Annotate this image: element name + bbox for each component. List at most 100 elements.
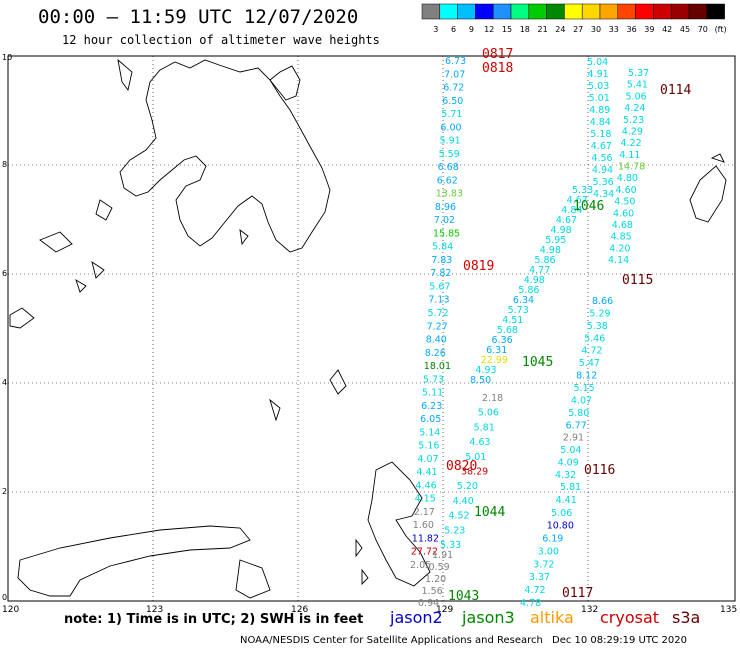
track-time-label: 0819 [463,259,494,274]
wave-height-value: 15.85 [433,228,460,239]
color-scale-tick: 9 [469,25,474,34]
track-time-label: 0115 [622,273,653,288]
color-scale-tick: 33 [609,25,619,34]
lon-axis: 120 123 126 129 132 135 [2,605,737,615]
lon-tick: 132 [581,605,598,615]
wave-height-value: 5.11 [422,388,443,399]
wave-height-value: 4.60 [616,185,637,196]
color-scale-tick: 70 [698,25,708,34]
wave-height-value: 6.77 [566,420,587,431]
wave-height-value: 8.50 [470,375,491,386]
wave-height-value: 4.63 [469,437,490,448]
wave-height-value: 5.91 [440,136,461,147]
wave-height-value: 5.06 [551,508,572,519]
wave-height-value: 4.68 [612,220,633,231]
footer-credit: NOAA/NESDIS Center for Satellite Applica… [240,635,543,646]
wave-height-value: 2.91 [563,433,584,444]
wave-height-value: 4.85 [611,232,632,243]
wave-height-value: 6.68 [438,162,459,173]
wave-height-value: 4.94 [592,165,613,176]
color-scale-tick: 21 [538,25,548,34]
wave-height-value: 6.31 [486,345,507,356]
wave-height-value: 4.77 [529,265,550,276]
wave-height-value: 4.60 [613,208,634,219]
wave-height-value: 1.60 [413,520,434,531]
legend-altika: altika [530,608,574,627]
color-scale-bar: 3 6 9 12 15 18 21 24 27 30 33 36 39 42 45 70 (ft) [421,3,727,34]
wave-height-value: 5.03 [588,81,609,92]
wave-height-value: 1.20 [425,574,446,585]
color-scale-swatch [706,3,725,20]
wave-height-value: 14.78 [618,162,645,173]
wave-height-value: 4.67 [567,195,588,206]
wave-height-value: 4.67 [591,141,612,152]
wave-height-value: 4.34 [593,189,614,200]
wave-height-value: 1.56 [422,586,443,597]
wave-height-value: 3.72 [533,559,554,570]
wave-height-value: 4.22 [621,138,642,149]
wave-height-value: 4.40 [453,496,474,507]
wave-height-value: 5.73 [508,305,529,316]
track-time-label: 1044 [474,505,505,520]
note-text: note: 1) Time is in UTC; 2) SWH is in fe… [64,612,364,627]
wave-height-value: 3.37 [529,572,550,583]
color-scale-tick: 45 [680,25,690,34]
color-scale-tick: 18 [520,25,530,34]
gridlines [8,56,735,601]
wave-height-value: 6.50 [442,96,463,107]
wave-height-value: 27.72 [411,547,438,558]
color-scale-tick: 27 [573,25,583,34]
wave-height-value: 5.67 [429,282,450,293]
wave-height-value: 5.86 [534,255,555,266]
wave-height-value: 4.11 [619,150,640,161]
wave-height-value: 6.19 [542,534,563,545]
wave-height-value: 6.34 [513,295,534,306]
track-time-label: 0818 [482,61,513,76]
lat-axis: 0 2 4 6 8 10 [2,53,12,602]
wave-height-value: 5.37 [628,68,649,79]
wave-height-value: 13.83 [436,189,463,200]
lat-tick: 0 [2,593,7,602]
wave-height-value: 4.41 [416,467,437,478]
wave-height-value: 5.14 [419,427,440,438]
lat-tick: 8 [2,160,7,169]
lon-tick: 120 [2,605,19,615]
color-scale-tick: 39 [644,25,654,34]
wave-height-value: 6.36 [492,335,513,346]
wave-height-value: 4.84 [590,117,611,128]
wave-height-value: 5.81 [474,422,495,433]
wave-height-value: 4.78 [520,598,541,609]
wave-height-value: 0.94 [418,598,439,609]
wave-height-value: 5.59 [439,149,460,160]
wave-height-value: 5.80 [568,408,589,419]
legend-s3a: s3a [672,608,701,627]
wave-height-value: 5.72 [428,308,449,319]
wave-height-value: 10.80 [547,521,574,532]
wave-height-value: 5.46 [584,333,605,344]
wave-height-value: 5.29 [589,308,610,319]
wave-height-value: 6.00 [440,122,461,133]
wave-height-value: 6.23 [421,401,442,412]
wave-height-value: 4.50 [614,197,635,208]
color-scale-tick: 3 [433,25,438,34]
color-scale-tick: 24 [555,25,565,34]
wave-height-value: 5.20 [457,481,478,492]
legend-jason2: jason2 [390,608,443,627]
track-time-label: 1046 [573,199,604,214]
map-subtitle: 12 hour collection of altimeter wave hei… [62,33,380,47]
wave-height-value: 2.18 [482,393,503,404]
color-scale-tick: (ft) [715,25,727,34]
wave-height-value: 7.02 [434,215,455,226]
wave-height-value: 5.06 [478,408,499,419]
wave-height-value: 4.93 [475,365,496,376]
wave-height-value: 4.41 [556,495,577,506]
wave-height-value: 4.32 [555,470,576,481]
track-time-label: 0117 [562,586,593,601]
lon-tick: 129 [436,605,453,615]
wave-height-value: 4.98 [551,225,572,236]
wave-height-value: 4.09 [558,458,579,469]
lat-tick: 2 [2,487,7,496]
plot-frame [7,55,736,602]
footer-timestamp: Dec 10 08:29:19 UTC 2020 [552,635,687,646]
